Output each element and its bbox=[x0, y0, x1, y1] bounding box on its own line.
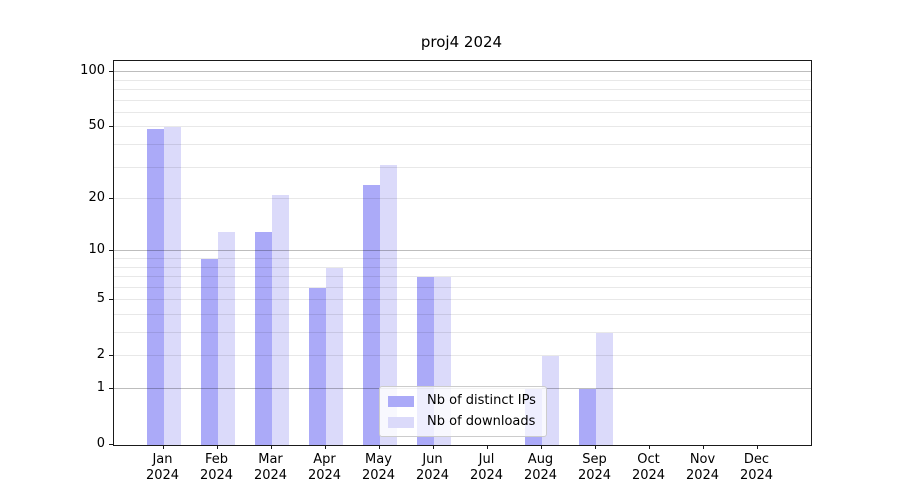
x-tick-month: Oct bbox=[637, 452, 660, 467]
y-tick-mark bbox=[109, 355, 113, 357]
x-tick-label-aug: Aug 2024 bbox=[511, 452, 571, 484]
y-tick-mark bbox=[109, 250, 113, 252]
x-tick-mark bbox=[432, 445, 434, 449]
x-tick-mark bbox=[756, 445, 758, 449]
x-tick-mark bbox=[162, 445, 164, 449]
x-tick-year: 2024 bbox=[739, 468, 774, 483]
x-tick-label-may: May 2024 bbox=[349, 452, 409, 484]
legend-item-downloads: Nb of downloads bbox=[388, 414, 536, 430]
x-tick-mark bbox=[648, 445, 650, 449]
bar-nb-of-downloads-sep bbox=[595, 333, 613, 445]
x-tick-month: Mar bbox=[258, 452, 283, 467]
x-tick-label-jan: Jan 2024 bbox=[133, 452, 193, 484]
x-tick-year: 2024 bbox=[415, 468, 450, 483]
x-tick-mark bbox=[702, 445, 704, 449]
y-tick-label: 50 bbox=[88, 118, 105, 134]
bar-nb-of-downloads-jan bbox=[163, 127, 181, 445]
x-tick-mark bbox=[270, 445, 272, 449]
x-tick-mark bbox=[216, 445, 218, 449]
x-tick-label-feb: Feb 2024 bbox=[187, 452, 247, 484]
y-tick-label: 5 bbox=[96, 291, 105, 307]
bar-nb-of-distinct-ips-may bbox=[362, 185, 380, 445]
x-tick-month: Dec bbox=[743, 452, 770, 467]
x-tick-year: 2024 bbox=[685, 468, 720, 483]
x-tick-year: 2024 bbox=[469, 468, 504, 483]
x-tick-month: Jan bbox=[152, 452, 173, 467]
x-tick-month: Sep bbox=[582, 452, 607, 467]
gridline-minor bbox=[114, 89, 811, 90]
x-tick-month: Nov bbox=[689, 452, 716, 467]
x-tick-year: 2024 bbox=[631, 468, 666, 483]
x-tick-year: 2024 bbox=[523, 468, 558, 483]
x-tick-label-jun: Jun 2024 bbox=[403, 452, 463, 484]
bar-nb-of-distinct-ips-apr bbox=[308, 287, 326, 445]
y-tick-label: 0 bbox=[96, 436, 105, 451]
y-tick-label: 2 bbox=[96, 347, 105, 363]
x-tick-label-nov: Nov 2024 bbox=[673, 452, 733, 484]
y-tick-mark bbox=[109, 444, 113, 445]
x-tick-month: Jun bbox=[422, 452, 443, 467]
x-tick-month: Apr bbox=[313, 452, 336, 467]
legend-swatch-downloads-icon bbox=[388, 416, 414, 428]
y-tick-label: 10 bbox=[88, 242, 105, 258]
plot-area: Nb of distinct IPs Nb of downloads bbox=[113, 60, 812, 446]
y-tick-mark bbox=[109, 299, 113, 301]
bar-nb-of-downloads-may bbox=[379, 165, 397, 445]
x-tick-year: 2024 bbox=[361, 468, 396, 483]
x-tick-label-sep: Sep 2024 bbox=[565, 452, 625, 484]
x-tick-label-oct: Oct 2024 bbox=[619, 452, 679, 484]
bar-nb-of-distinct-ips-sep bbox=[578, 389, 596, 445]
chart-title: proj4 2024 bbox=[420, 33, 503, 51]
y-tick-mark bbox=[109, 126, 113, 128]
gridline-minor bbox=[114, 111, 811, 113]
x-tick-label-apr: Apr 2024 bbox=[295, 452, 355, 484]
gridline-minor bbox=[114, 198, 811, 200]
gridline-major bbox=[114, 71, 811, 73]
gridline-minor bbox=[114, 166, 811, 168]
gridline-minor bbox=[114, 99, 811, 101]
x-tick-month: May bbox=[365, 452, 392, 467]
x-tick-year: 2024 bbox=[199, 468, 234, 483]
x-tick-year: 2024 bbox=[307, 468, 342, 483]
x-tick-label-dec: Dec 2024 bbox=[727, 452, 787, 484]
bar-nb-of-downloads-apr bbox=[325, 267, 343, 445]
x-tick-mark bbox=[540, 445, 542, 449]
legend-label-downloads: Nb of downloads bbox=[427, 414, 536, 429]
x-tick-label-jul: Jul 2024 bbox=[457, 452, 517, 484]
gridline-minor bbox=[114, 79, 811, 81]
x-tick-mark bbox=[324, 445, 326, 449]
x-tick-year: 2024 bbox=[577, 468, 612, 483]
x-tick-mark bbox=[486, 445, 488, 449]
gridline-minor bbox=[114, 144, 811, 145]
y-tick-mark bbox=[109, 71, 113, 73]
legend-label-distinct-ips: Nb of distinct IPs bbox=[427, 393, 536, 408]
x-tick-month: Jul bbox=[478, 452, 495, 467]
legend-item-distinct-ips: Nb of distinct IPs bbox=[388, 393, 536, 409]
y-tick-mark bbox=[109, 388, 113, 389]
y-tick-label: 1 bbox=[96, 380, 105, 395]
x-tick-month: Feb bbox=[204, 452, 229, 467]
y-tick-mark bbox=[109, 198, 113, 200]
x-tick-label-mar: Mar 2024 bbox=[241, 452, 301, 484]
x-tick-month: Aug bbox=[527, 452, 554, 467]
x-tick-mark bbox=[378, 445, 380, 449]
bar-nb-of-distinct-ips-jan bbox=[146, 129, 164, 445]
legend-swatch-distinct-ips-icon bbox=[388, 395, 414, 407]
y-tick-label: 100 bbox=[80, 63, 105, 79]
x-tick-mark bbox=[594, 445, 596, 449]
bar-nb-of-distinct-ips-feb bbox=[200, 259, 218, 445]
bar-nb-of-downloads-feb bbox=[217, 231, 235, 445]
x-tick-year: 2024 bbox=[145, 468, 180, 483]
legend: Nb of distinct IPs Nb of downloads bbox=[379, 386, 547, 437]
bar-nb-of-downloads-mar bbox=[271, 195, 289, 445]
bar-nb-of-distinct-ips-mar bbox=[254, 231, 272, 445]
x-tick-year: 2024 bbox=[253, 468, 288, 483]
y-tick-label: 20 bbox=[88, 190, 105, 206]
gridline-minor bbox=[114, 126, 811, 128]
